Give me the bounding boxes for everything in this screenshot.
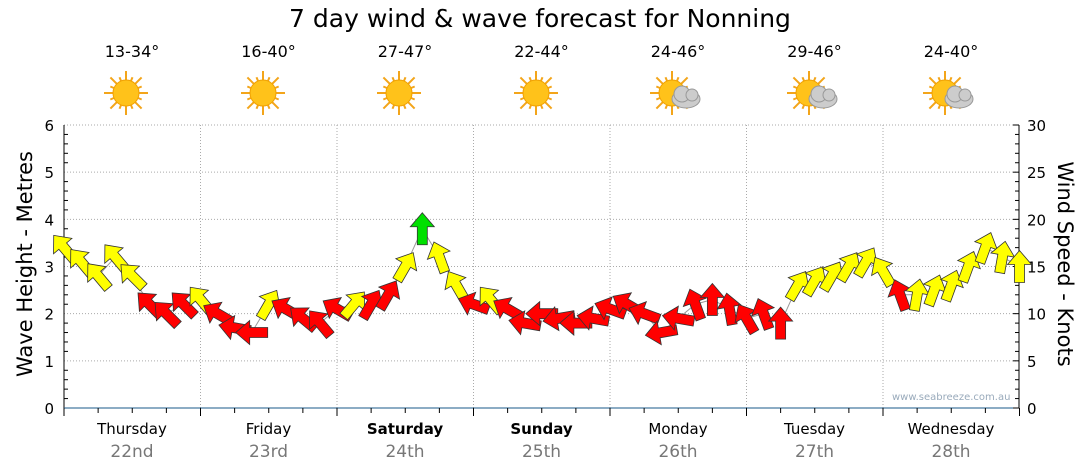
y-tick-label: 0 xyxy=(44,400,54,418)
y-tick-label: 6 xyxy=(44,117,54,135)
wind-arrow xyxy=(508,310,542,336)
wind-arrow xyxy=(392,252,418,284)
day-date: 24th xyxy=(385,442,425,462)
day-date: 25th xyxy=(521,442,562,462)
day-temp: 16-40° xyxy=(241,42,296,61)
day-date: 23rd xyxy=(248,442,289,462)
wind-arrow xyxy=(87,263,113,292)
y2-tick-label: 5 xyxy=(1027,353,1037,371)
wind-arrow xyxy=(871,256,896,289)
wind-arrow xyxy=(235,319,269,346)
day-date: 26th xyxy=(658,442,698,462)
wind-arrow xyxy=(576,305,611,331)
y2-tick-label: 15 xyxy=(1027,259,1046,277)
day-date: 27th xyxy=(794,442,835,462)
wind-arrow xyxy=(375,280,401,312)
wind-arrow xyxy=(426,241,451,275)
y2-tick-label: 20 xyxy=(1027,211,1046,229)
y2-tick-label: 0 xyxy=(1027,400,1037,418)
sun-icon xyxy=(474,68,610,118)
day-temp: 29-46° xyxy=(787,42,842,61)
day-name: Tuesday xyxy=(783,420,846,438)
day-temp: 24-46° xyxy=(650,42,706,61)
day-date: 28th xyxy=(931,442,971,462)
chart-title: 7 day wind & wave forecast for Nonning xyxy=(289,4,791,33)
day-name: Thursday xyxy=(97,420,167,438)
y-tick-label: 3 xyxy=(44,259,54,277)
partly-cloudy-icon xyxy=(883,68,1019,118)
sun-icon xyxy=(64,68,200,118)
y2-axis-label: Wind Speed - Knots xyxy=(1053,161,1077,367)
wind-arrow xyxy=(750,298,776,331)
y2-tick-label: 25 xyxy=(1027,164,1046,182)
wind-arrow xyxy=(956,250,981,284)
day-temp: 24-40° xyxy=(923,42,979,61)
wind-arrow xyxy=(409,212,436,246)
wind-arrow xyxy=(171,292,199,320)
sun-icon xyxy=(201,68,337,118)
day-temp: 27-47° xyxy=(377,42,433,61)
sun-icon xyxy=(337,68,473,118)
wind-arrow xyxy=(594,296,628,321)
y-tick-label: 2 xyxy=(44,306,54,324)
y2-tick-label: 10 xyxy=(1027,306,1046,324)
wind-arrow xyxy=(699,282,726,316)
day-temp: 22-44° xyxy=(514,42,569,61)
day-name: Friday xyxy=(245,420,292,438)
wind-arrow xyxy=(457,291,491,316)
wind-arrow xyxy=(767,306,794,340)
partly-cloudy-icon xyxy=(610,68,746,118)
wind-arrow xyxy=(120,264,148,292)
y2-tick-label: 30 xyxy=(1027,117,1046,135)
wind-arrow xyxy=(628,301,662,326)
day-name: Sunday xyxy=(510,420,573,438)
day-name: Saturday xyxy=(366,420,444,438)
y-tick-label: 5 xyxy=(44,164,54,182)
wind-arrow xyxy=(661,305,696,331)
wind-arrow xyxy=(939,269,964,303)
wind-arrow xyxy=(309,310,335,340)
wind-arrow xyxy=(644,320,679,346)
y-axis-label: Wave Height - Metres xyxy=(13,151,37,377)
wind-arrow xyxy=(1006,249,1033,283)
day-name: Monday xyxy=(648,420,708,438)
watermark: www.seabreeze.com.au xyxy=(892,392,1011,403)
y-tick-label: 1 xyxy=(44,353,54,371)
day-name: Wednesday xyxy=(907,420,995,438)
partly-cloudy-icon xyxy=(747,68,883,118)
day-date: 22nd xyxy=(110,442,154,462)
y-tick-label: 4 xyxy=(44,211,54,229)
wind-arrow xyxy=(542,305,576,332)
day-temp: 13-34° xyxy=(104,42,160,61)
